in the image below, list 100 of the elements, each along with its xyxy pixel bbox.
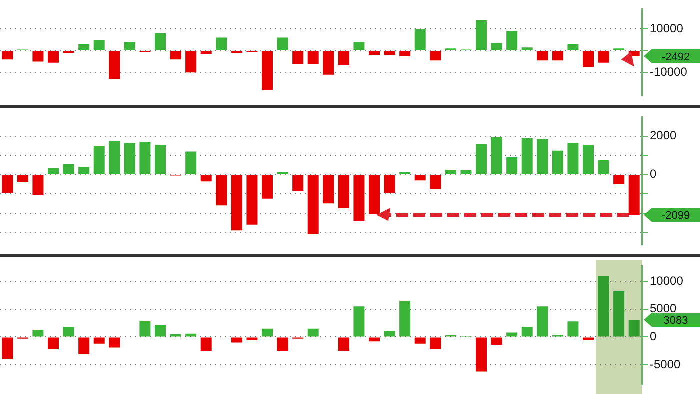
bar bbox=[491, 43, 502, 50]
bar bbox=[170, 51, 182, 60]
bar bbox=[154, 33, 166, 50]
bar bbox=[338, 51, 350, 66]
bar bbox=[354, 306, 365, 337]
bar bbox=[614, 292, 625, 337]
bar bbox=[2, 338, 14, 360]
bar bbox=[598, 276, 610, 337]
bar bbox=[598, 51, 610, 63]
text: -2099 bbox=[662, 210, 690, 222]
text: 3083 bbox=[664, 315, 688, 328]
bar bbox=[628, 320, 640, 337]
bar bbox=[430, 51, 442, 61]
bar bbox=[2, 175, 14, 194]
bar bbox=[323, 175, 334, 204]
bar bbox=[2, 51, 14, 60]
y-tick-label: 0 bbox=[650, 167, 657, 182]
bar bbox=[124, 42, 136, 50]
bar bbox=[506, 31, 518, 50]
bar bbox=[384, 175, 396, 194]
bar bbox=[506, 332, 518, 337]
bar bbox=[460, 170, 472, 174]
bar bbox=[32, 330, 44, 337]
bar bbox=[94, 40, 105, 50]
bar bbox=[598, 160, 610, 174]
bar bbox=[109, 338, 120, 348]
bar bbox=[537, 139, 548, 174]
bar bbox=[368, 175, 380, 214]
bar bbox=[78, 167, 90, 174]
bar bbox=[614, 175, 625, 184]
bar bbox=[277, 38, 288, 50]
bar bbox=[277, 338, 288, 352]
bar bbox=[292, 175, 304, 192]
bar bbox=[522, 138, 533, 174]
bar bbox=[568, 143, 579, 174]
bar bbox=[200, 338, 212, 352]
bar bbox=[368, 51, 380, 56]
bar bbox=[216, 38, 228, 50]
bar bbox=[63, 327, 74, 337]
bar bbox=[430, 175, 442, 190]
bar bbox=[292, 51, 304, 64]
bar bbox=[506, 158, 518, 174]
bar bbox=[32, 51, 44, 62]
bar bbox=[186, 152, 197, 174]
bar bbox=[109, 141, 120, 174]
bar bbox=[430, 338, 442, 350]
y-tick-label: -5000 bbox=[650, 357, 682, 372]
y-tick-label: -10000 bbox=[650, 64, 688, 79]
bar bbox=[94, 146, 105, 174]
bar bbox=[582, 51, 594, 68]
bar bbox=[48, 51, 60, 63]
bar bbox=[582, 145, 594, 174]
y-tick-label: 10000 bbox=[650, 274, 684, 288]
bar bbox=[231, 338, 242, 343]
bar bbox=[186, 51, 197, 73]
text: -2492 bbox=[662, 51, 690, 64]
bar bbox=[491, 338, 502, 345]
bar bbox=[338, 338, 350, 352]
bar bbox=[246, 338, 258, 341]
y-tick-label: 0 bbox=[650, 330, 657, 344]
bar bbox=[354, 42, 365, 50]
y-tick-label: 10000 bbox=[650, 21, 684, 36]
bar bbox=[78, 338, 90, 354]
bar bbox=[338, 175, 350, 208]
bar bbox=[368, 338, 380, 342]
bar bbox=[109, 51, 120, 80]
bar bbox=[400, 172, 411, 174]
bar bbox=[445, 170, 456, 174]
bar bbox=[32, 175, 44, 196]
bar bbox=[154, 145, 166, 174]
bar bbox=[522, 327, 533, 337]
bar bbox=[216, 175, 228, 206]
bar bbox=[262, 175, 274, 199]
bar bbox=[414, 338, 426, 344]
bar bbox=[262, 51, 274, 90]
bar bbox=[476, 144, 488, 174]
bar bbox=[476, 20, 488, 50]
bar bbox=[582, 338, 594, 341]
y-tick-label: 2000 bbox=[650, 128, 678, 143]
bar bbox=[400, 51, 411, 56]
bar bbox=[384, 51, 396, 56]
bar bbox=[277, 172, 288, 174]
bar bbox=[323, 51, 334, 75]
bar bbox=[308, 328, 319, 337]
bar bbox=[48, 168, 60, 174]
bar bbox=[200, 175, 212, 182]
bar bbox=[200, 51, 212, 54]
bar bbox=[140, 142, 151, 174]
bar bbox=[308, 175, 319, 234]
bar bbox=[414, 175, 426, 181]
bar bbox=[48, 338, 60, 350]
bar bbox=[63, 164, 74, 174]
bar bbox=[17, 175, 28, 183]
bar bbox=[552, 150, 564, 174]
bar bbox=[262, 328, 274, 337]
bar bbox=[308, 51, 319, 64]
bar bbox=[491, 137, 502, 174]
bar bbox=[476, 338, 488, 372]
bar bbox=[568, 44, 579, 50]
bar bbox=[537, 306, 548, 337]
